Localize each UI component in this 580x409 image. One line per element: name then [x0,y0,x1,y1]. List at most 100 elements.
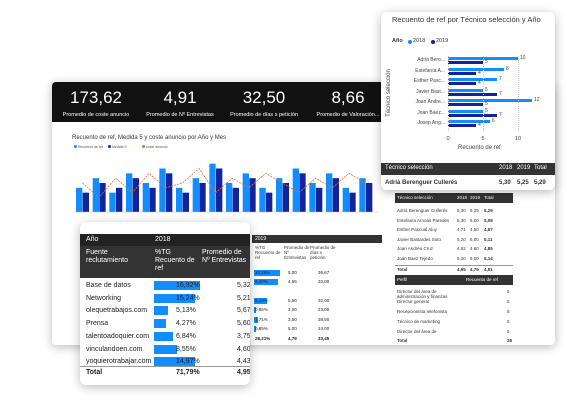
table-cell: Director general [397,299,430,304]
table-cell: 4,50 [470,227,479,232]
table-header-bg [80,246,250,278]
legend-title: Año [392,38,403,44]
table-cell: 36,67 [318,270,330,275]
table-cell: 5,32 [237,282,250,289]
bar [259,187,266,212]
table-cell: 32,00 [318,297,330,303]
table-cell: vinculandoen.com [86,345,143,353]
kpi-label: Promedio de Valoración... [316,112,380,118]
table-cell: 4,71 [457,227,466,232]
table-header: Técnico selección [385,165,433,171]
data-bar [154,357,195,367]
table-cell: 5,08 [484,217,493,223]
data-label: 4 [478,80,481,86]
table-cell: Recepcionista telefonista [397,309,448,314]
legend-swatch [74,145,77,148]
table-cell: 5,50 [288,297,297,303]
table-header-bg [80,234,250,246]
bar [448,92,497,96]
x-tick-label: 10 [514,136,522,142]
table-total: Total [397,338,408,343]
table-cell: 5,00 [288,270,297,275]
bar [448,61,483,64]
legend-item: coste anuncio [142,145,168,149]
bar [99,183,106,212]
table-total-line [80,366,250,367]
table-header: %TG Recuento de ref [155,249,195,272]
bar [132,178,139,212]
bar [249,178,256,212]
table-header: Técnico selección [397,195,433,200]
bar [226,183,233,212]
data-bar [254,316,259,323]
kpi-label: Promedio de Nº Entrevistas [146,112,214,118]
table-cell: Joan Baez Tejedo [397,255,433,261]
table-total: Total [86,369,103,376]
table-cell: 38,50 [318,316,330,322]
table-total: 28,21% [255,336,271,341]
bar [349,192,356,212]
table-cell: talentoadoquier.com [86,332,150,340]
data-label: 12 [534,97,540,103]
grid-line [448,56,449,131]
legend-label: coste anuncio [146,145,168,149]
bar [448,88,483,92]
y-tick-label: Adrià Bero... [417,57,445,63]
y-tick-label: Josep Ang... [417,120,445,126]
table-cell: 3,75 [237,332,250,340]
chart-title: Recuento de ref, Medida 5 y coste anunci… [72,135,227,141]
table-cell: 14,97% [176,358,200,366]
data-bar [154,281,200,290]
bar [309,183,316,212]
table-cell: 5,60 [237,320,250,328]
table-cell: Adrià Berenguer Cullerés [385,180,458,186]
data-label: 5 [485,86,488,93]
table-header: Fuente reclutamiento [86,249,129,264]
table-cell: 5,20 [457,255,466,261]
table-cell: 5,29 [484,208,493,213]
bar [109,192,116,212]
table-cell: Estefanía Arnoas Paredes [397,217,450,223]
table-header-bg [381,163,555,175]
table-cell: 0,85% [255,307,268,313]
bar [142,183,149,212]
bar [126,173,133,212]
legend-item: Medida 5 [108,145,126,149]
chart-title: Recuento de ref por Técnico selección y … [392,15,541,24]
data-label: 4 [478,69,481,76]
table-header: Perfil [397,277,408,282]
bar [216,168,223,212]
line [82,167,366,199]
bar [448,113,497,117]
table-header: Promedio de Nº Entrevistas [284,245,310,260]
data-label: 7 [499,90,502,97]
data-bar [154,331,173,341]
bar [292,168,299,212]
x-tick-label: 0 [446,136,450,142]
table-header: 2018 [499,165,513,171]
table-total: 28 [507,338,513,343]
data-label: 7 [499,76,502,82]
bar [232,187,239,212]
table-cell: 6,84% [176,332,196,340]
table-cell: 5,67 [237,307,250,315]
kpi-label: Promedio de días x petición [230,112,298,118]
table-total: 33,45 [318,336,330,341]
legend-swatch [431,40,435,44]
table-cell: 5,20 [457,236,466,242]
bar [448,120,490,123]
grid-line [518,56,519,131]
legend-swatch [408,40,412,44]
data-bar [254,307,257,314]
bar [448,67,504,71]
bar [299,173,306,212]
y-tick-label: Javier Bast... [416,88,445,95]
table-header: Recuento de ref [466,277,499,282]
bar [76,187,83,212]
y-tick-label: Estefanía A... [415,67,445,74]
table-header: Total [534,165,547,171]
bar [359,178,366,212]
table-header-bg [252,235,382,243]
table-cell: Joan Andreu Cruz [397,246,434,251]
